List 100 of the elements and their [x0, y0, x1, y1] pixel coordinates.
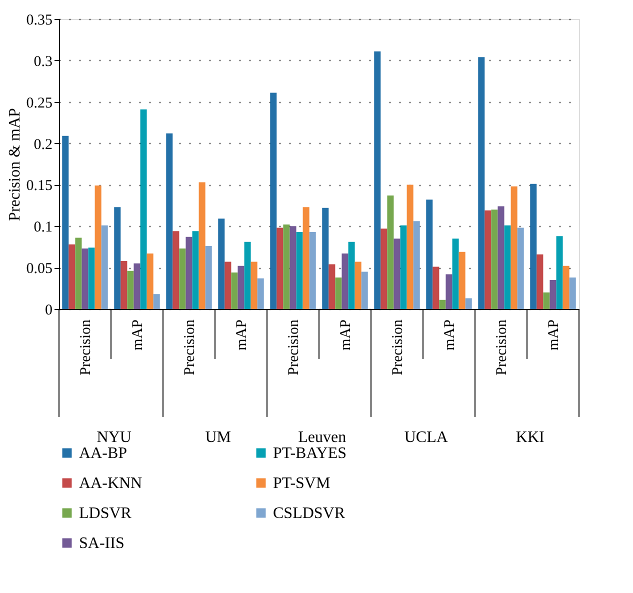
bar — [82, 248, 88, 309]
bar — [374, 51, 381, 309]
bar — [302, 207, 310, 309]
bar — [328, 264, 336, 309]
bar — [335, 278, 342, 309]
bar — [94, 186, 102, 309]
bar — [179, 248, 186, 309]
bar — [198, 182, 206, 309]
bar — [530, 184, 537, 309]
bar — [380, 228, 388, 309]
text: UCLA — [404, 429, 448, 446]
bar — [504, 225, 511, 309]
legend-label: SA-IIS — [79, 535, 124, 552]
bar — [270, 92, 277, 309]
x-tick-label: mAP — [234, 320, 250, 350]
text: KKI — [516, 429, 544, 446]
bar — [290, 226, 296, 309]
y-tick-label: 0.05 — [26, 261, 52, 278]
x-tick-label: mAP — [546, 320, 562, 350]
text: UM — [205, 429, 232, 446]
bar — [569, 278, 576, 309]
bar — [257, 278, 264, 309]
y-tick-label: 0.2 — [34, 136, 52, 153]
y-tick-label: 0.3 — [34, 54, 52, 70]
bar — [413, 221, 420, 309]
bar — [68, 244, 76, 309]
bar — [250, 262, 258, 309]
x-tick-label: mAP — [338, 320, 354, 350]
bar — [127, 270, 134, 309]
text: Leuven — [298, 429, 346, 446]
bar — [452, 238, 459, 309]
bar — [543, 292, 550, 309]
x-tick-label: Precision — [78, 319, 94, 376]
bar — [354, 262, 362, 309]
bar — [296, 232, 303, 309]
bar — [400, 225, 407, 309]
bar — [465, 298, 472, 309]
bar — [166, 133, 173, 309]
bar — [62, 136, 69, 309]
y-tick-label: 0.1 — [34, 220, 52, 236]
bar — [550, 280, 556, 309]
bar — [75, 238, 82, 309]
bar — [205, 246, 212, 309]
legend-label: PT-BAYES — [273, 445, 347, 462]
bar — [224, 262, 232, 309]
bar — [134, 263, 140, 309]
bar — [446, 274, 452, 309]
bar — [186, 236, 192, 309]
bar — [361, 272, 368, 309]
bar — [342, 253, 348, 309]
legend-label: CSLDSVR — [273, 505, 346, 522]
bar — [283, 224, 290, 309]
bar — [387, 195, 394, 309]
bar — [120, 260, 128, 309]
x-tick-label: Precision — [286, 319, 302, 376]
bar — [276, 228, 284, 309]
x-tick-label: Precision — [494, 319, 510, 376]
bar — [322, 208, 329, 309]
legend-label: AA-BP — [79, 445, 128, 462]
y-tick-label: 0.35 — [26, 12, 52, 28]
bar — [231, 272, 238, 309]
bar — [244, 242, 251, 309]
bar — [536, 254, 544, 309]
bar — [218, 218, 225, 309]
bar — [439, 300, 446, 309]
x-tick-label: Precision — [182, 319, 198, 376]
bar — [406, 184, 414, 309]
legend-label: LDSVR — [79, 505, 132, 522]
bar — [146, 253, 154, 309]
bar — [498, 206, 504, 309]
x-tick-label: mAP — [442, 320, 458, 350]
bar — [153, 294, 160, 309]
bar — [140, 109, 147, 309]
bar — [562, 266, 570, 309]
bar — [88, 248, 95, 309]
bar — [101, 225, 108, 309]
bar — [484, 210, 492, 309]
y-axis-title: Precision & mAP — [6, 108, 24, 221]
bar — [348, 242, 355, 309]
bar — [491, 210, 498, 309]
bar — [432, 266, 440, 309]
bar — [510, 186, 518, 309]
y-tick-label: 0.25 — [26, 95, 52, 112]
bar — [426, 200, 433, 309]
bar — [556, 236, 563, 309]
y-tick-label: 0.15 — [26, 178, 52, 194]
text: NYU — [96, 429, 132, 446]
bar — [458, 252, 466, 309]
legend-label: AA-KNN — [79, 475, 143, 492]
bar — [114, 207, 121, 309]
x-tick-label: mAP — [130, 320, 146, 350]
bar — [394, 238, 400, 309]
bar — [192, 231, 199, 309]
bar — [172, 231, 180, 309]
bar — [517, 228, 524, 309]
bar — [309, 232, 316, 309]
legend-label: PT-SVM — [273, 475, 330, 492]
bar — [238, 266, 244, 309]
x-tick-label: Precision — [390, 319, 406, 376]
y-tick-label: 0 — [45, 302, 52, 318]
